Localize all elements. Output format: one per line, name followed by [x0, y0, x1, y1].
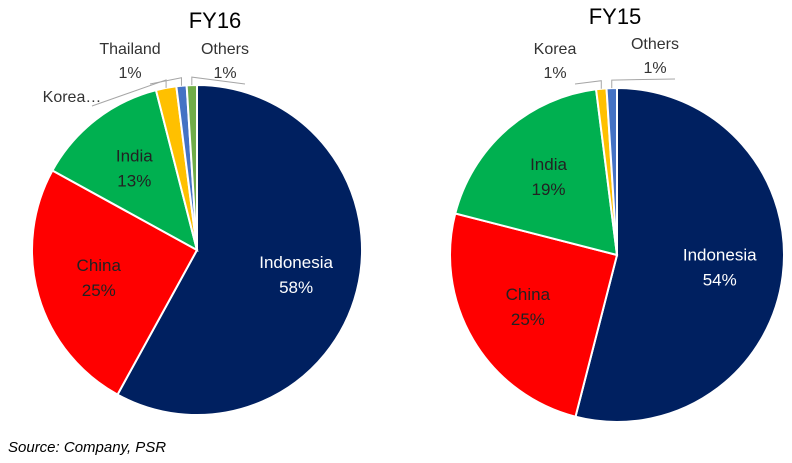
slice-label: China	[506, 285, 551, 304]
leader-line	[91, 79, 167, 107]
leader-line	[149, 77, 182, 86]
slice-value-label: 25%	[82, 281, 116, 300]
chart-title: FY16	[189, 8, 242, 33]
pie-slice	[51, 88, 199, 252]
pie-slice	[449, 212, 619, 418]
slice-value-label: 25%	[511, 310, 545, 329]
slice-value-label: 58%	[279, 278, 313, 297]
slice-label: Others	[201, 41, 249, 58]
slice-label: Others	[631, 36, 679, 53]
leader-line	[574, 80, 602, 89]
slice-value-label: 19%	[532, 180, 566, 199]
pie-slice	[31, 169, 199, 396]
pie-slice	[454, 88, 619, 257]
slice-label: Korea	[534, 41, 577, 58]
pie-slice	[116, 83, 363, 416]
chart-title: FY15	[589, 4, 642, 29]
leader-line	[191, 76, 246, 86]
slice-label: Indonesia	[683, 245, 757, 264]
slice-value-label: 54%	[703, 270, 737, 289]
source-note: Source: Company, PSR	[8, 439, 166, 456]
pie-slice	[574, 86, 785, 423]
slice-label: India	[530, 155, 567, 174]
pie-slice	[185, 83, 198, 251]
slice-label: India	[116, 147, 153, 166]
slice-label: Indonesia	[259, 253, 333, 272]
slice-label: Korea…	[43, 89, 102, 106]
slice-value-label: 13%	[117, 172, 151, 191]
leader-line	[611, 78, 676, 89]
slice-value-label: 1%	[543, 65, 566, 82]
slice-label: China	[77, 256, 122, 275]
slice-value-label: 1%	[213, 65, 236, 82]
slice-value-label: 1%	[643, 60, 666, 77]
slice-value-label: 1%	[118, 65, 141, 82]
slice-label: Thailand	[99, 41, 160, 58]
